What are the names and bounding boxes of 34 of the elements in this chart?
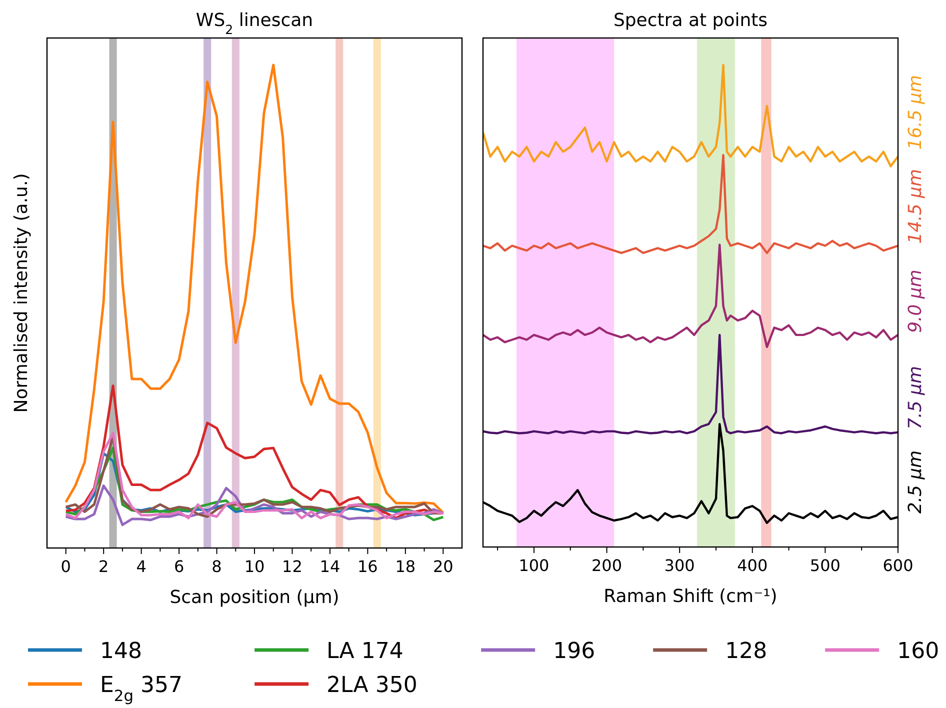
legend-label: LA 174: [326, 639, 404, 664]
x-axis-title: Raman Shift (cm⁻¹): [604, 586, 778, 607]
x-tick-label: 12: [282, 557, 302, 576]
text: 2.5 µm: [905, 450, 926, 514]
x-tick-label: 400: [737, 556, 768, 575]
x-tick-label: 6: [174, 557, 184, 576]
x-tick-label: 100: [518, 556, 550, 575]
x-tick-label: 600: [882, 556, 914, 575]
x-tick-label: 14: [320, 557, 340, 576]
x-tick-label: 20: [432, 557, 454, 576]
x-axis-title: Scan position (µm): [170, 587, 340, 608]
legend-label: 2LA 350: [326, 673, 418, 698]
x-tick-label: 0: [60, 557, 71, 576]
chart-title: Spectra at points: [613, 10, 768, 31]
text: 9.0 µm: [905, 270, 926, 333]
x-tick-label: 4: [136, 557, 146, 576]
legend-label: 128: [725, 639, 768, 664]
legend-label: 148: [100, 639, 142, 664]
x-tick-label: 8: [212, 557, 222, 576]
legend-label: 196: [553, 639, 596, 664]
y-axis-title: Normalised intensity (a.u.): [11, 173, 32, 413]
chart-title: WS$_{2}$ linescan: [196, 10, 314, 36]
legend-label: E$_{2g}$ 357: [100, 673, 182, 705]
x-tick-label: 18: [395, 557, 416, 576]
x-tick-label: 300: [664, 556, 695, 575]
x-tick-label: 2: [98, 557, 109, 576]
text: 16.5 µm: [905, 74, 926, 150]
x-tick-label: 200: [592, 556, 622, 575]
x-tick-label: 500: [810, 556, 840, 575]
x-tick-label: 10: [244, 557, 265, 576]
text: 14.5 µm: [905, 168, 926, 244]
x-tick-label: 16: [358, 557, 378, 576]
text: 7.5 µm: [905, 366, 926, 430]
legend-label: 160: [897, 639, 940, 664]
